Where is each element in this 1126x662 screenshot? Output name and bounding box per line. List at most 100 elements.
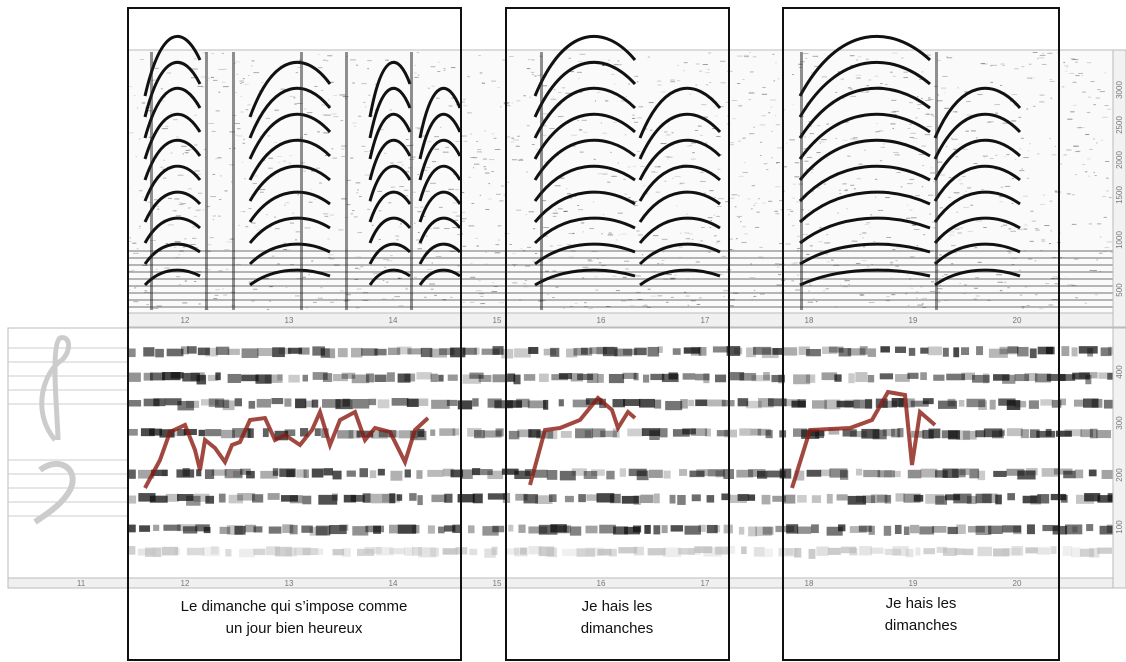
noise — [561, 87, 566, 89]
noise — [953, 192, 960, 194]
noise — [738, 140, 741, 142]
time-tick-label: 14 — [389, 579, 398, 588]
noise — [844, 278, 847, 280]
noise — [909, 209, 913, 211]
noise — [792, 225, 795, 227]
band — [548, 494, 557, 502]
band — [703, 547, 722, 557]
noise — [924, 99, 931, 101]
noise — [975, 295, 980, 297]
band — [293, 547, 311, 556]
band — [524, 469, 534, 476]
noise — [657, 80, 661, 82]
freq-tick-label: 400 — [1115, 365, 1124, 379]
band — [714, 374, 727, 383]
noise — [499, 106, 502, 108]
noise — [633, 121, 639, 123]
noise — [634, 75, 639, 77]
noise — [951, 138, 958, 140]
noise — [679, 257, 682, 259]
noise — [1037, 58, 1039, 60]
bottom-time-axis — [7, 577, 1114, 589]
band — [143, 372, 153, 381]
band — [301, 525, 313, 533]
segment-box — [127, 7, 462, 661]
band — [128, 292, 1113, 294]
band — [1062, 546, 1073, 556]
noise — [953, 252, 957, 254]
noise — [144, 291, 151, 293]
band — [560, 430, 572, 438]
band — [571, 468, 587, 476]
harmonic — [798, 164, 931, 203]
time-tick-label: 16 — [597, 316, 606, 325]
noise — [875, 131, 880, 133]
band — [1058, 374, 1076, 381]
noise — [676, 80, 681, 82]
band — [758, 398, 774, 408]
noise — [454, 219, 459, 221]
noise — [285, 249, 291, 251]
band — [748, 469, 766, 477]
band — [128, 469, 136, 479]
noise — [895, 260, 898, 262]
noise — [503, 194, 507, 196]
noise — [774, 115, 777, 117]
noise — [738, 175, 744, 177]
band — [983, 428, 1003, 438]
band — [585, 547, 605, 557]
band — [205, 347, 219, 357]
noise — [438, 206, 443, 208]
noise — [340, 120, 344, 122]
harmonic — [533, 216, 636, 245]
harmonic — [799, 242, 931, 266]
noise — [621, 233, 627, 235]
noise — [436, 255, 442, 257]
noise — [939, 254, 942, 256]
band — [966, 398, 986, 408]
noise — [690, 158, 696, 160]
noise — [707, 68, 710, 70]
noise — [208, 269, 211, 271]
noise — [842, 139, 848, 141]
noise — [894, 154, 900, 156]
noise — [855, 74, 862, 76]
noise — [1018, 148, 1022, 150]
noise — [640, 165, 645, 167]
noise — [1030, 210, 1034, 212]
noise — [438, 61, 440, 63]
noise — [669, 277, 675, 279]
pitch-curves — [143, 389, 937, 489]
noise — [442, 151, 449, 153]
band — [364, 546, 382, 554]
band — [642, 374, 650, 383]
noise — [660, 143, 667, 145]
noise — [1085, 134, 1090, 136]
noise — [518, 159, 524, 161]
band — [1086, 524, 1094, 532]
band — [589, 347, 607, 354]
band — [954, 548, 964, 555]
noise — [401, 164, 404, 166]
band — [982, 373, 989, 384]
freq-tick-label: 100 — [1115, 520, 1124, 534]
noise — [911, 250, 913, 252]
noise — [565, 188, 568, 190]
noise — [417, 74, 420, 76]
noise — [1084, 171, 1088, 173]
harmonic — [143, 268, 201, 287]
noise — [954, 228, 960, 230]
noise — [195, 209, 202, 211]
noise — [774, 263, 779, 265]
band — [208, 398, 225, 408]
noise — [895, 247, 902, 249]
band — [183, 428, 197, 435]
noise — [894, 114, 897, 116]
band — [508, 524, 514, 532]
noise — [251, 60, 255, 62]
band — [999, 429, 1006, 436]
noise — [694, 129, 699, 131]
noise — [1050, 97, 1053, 99]
noise — [708, 251, 711, 253]
noise — [748, 92, 755, 94]
